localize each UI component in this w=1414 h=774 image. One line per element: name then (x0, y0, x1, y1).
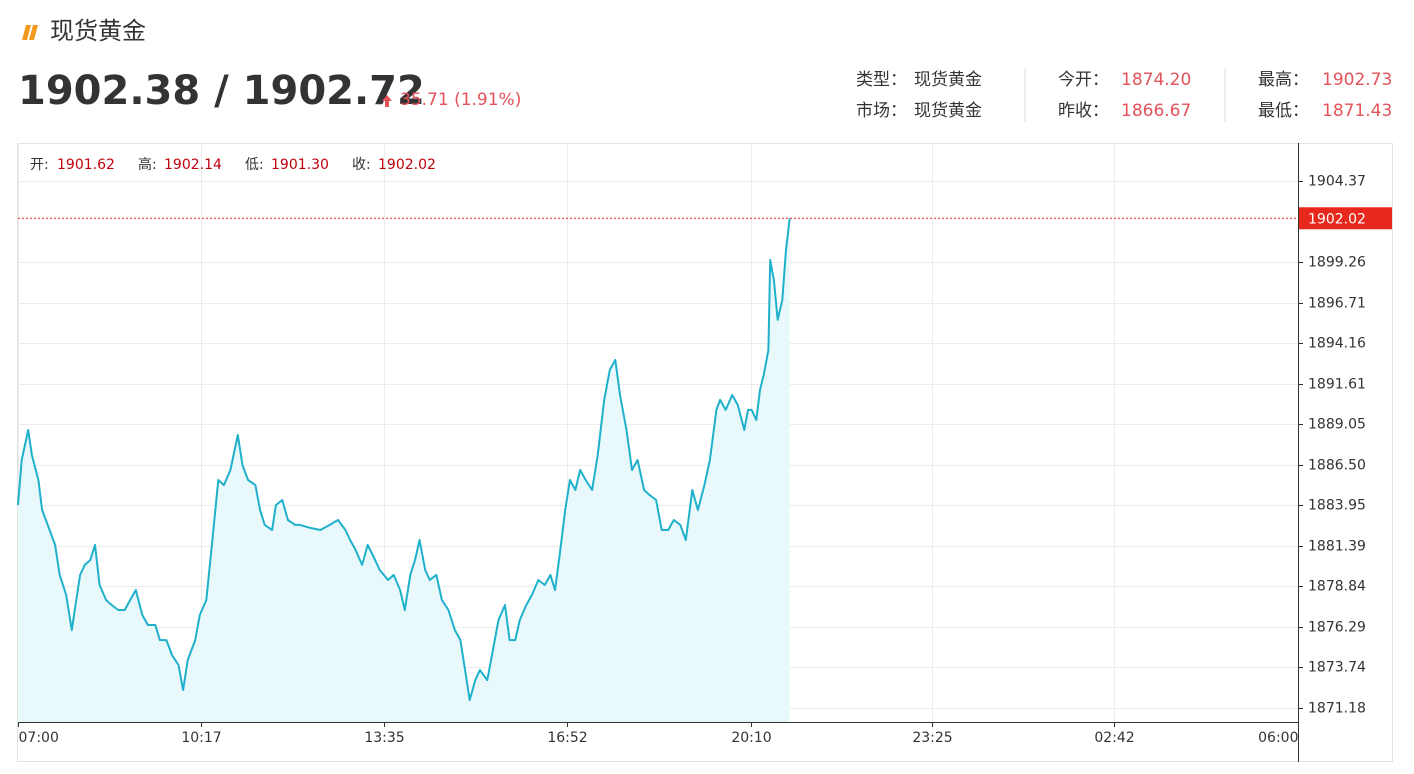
change: 35.71 (1.91%) (400, 90, 521, 110)
area (18, 218, 790, 723)
x-tick-label: 10:17 (181, 730, 221, 746)
info-value: 1874.20 (1121, 70, 1191, 90)
y-tick-label: 1899.26 (1308, 255, 1366, 271)
info-value: 1866.67 (1121, 101, 1191, 121)
y-tick-label: 1871.18 (1308, 701, 1366, 717)
y-tick-label: 1876.29 (1308, 620, 1366, 636)
y-tick-label: 1886.50 (1308, 458, 1366, 474)
ohlc-value: 1901.62 (57, 157, 115, 173)
x-tick-label: 07:00 (19, 730, 59, 746)
ohlc-label: 低: (245, 157, 264, 173)
x-tick-label: 02:42 (1094, 730, 1134, 746)
page-title: 现货黄金 (50, 17, 146, 45)
chart-frame (17, 143, 1393, 762)
ohlc-value: 1902.02 (378, 157, 436, 173)
x-tick-label: 06:00 (1258, 730, 1298, 746)
y-tick-label: 1878.84 (1308, 579, 1366, 595)
ohlc-label: 高: (138, 156, 157, 173)
info-value: 1902.73 (1322, 70, 1392, 90)
up-arrow (382, 95, 392, 107)
y-tick-label: 1873.74 (1308, 660, 1366, 676)
y-tick-label: 1904.37 (1308, 174, 1366, 190)
last-price-label: 1902.02 (1308, 211, 1366, 227)
info-label: 类型： (856, 70, 907, 90)
x-tick-label: 20:10 (731, 730, 771, 746)
price-line (17, 218, 791, 702)
y-tick-label: 1896.71 (1308, 296, 1366, 312)
info-label: 昨收： (1058, 101, 1109, 121)
ohlc-label: 开: (30, 157, 49, 173)
info-label: 市场： (856, 101, 907, 121)
ohlc-label: 收: (352, 157, 371, 173)
ohlc-value: 1902.14 (164, 157, 222, 173)
y-tick-label: 1881.39 (1308, 539, 1366, 555)
last-price-box (1299, 207, 1392, 230)
info-label: 最低： (1258, 101, 1309, 121)
title-icon (22, 25, 38, 40)
price: 1902.38 / 1902.72 (18, 68, 425, 114)
x-tick-label: 16:52 (547, 730, 587, 746)
y-tick-label: 1883.95 (1308, 498, 1366, 514)
info-label: 最高： (1258, 70, 1309, 90)
y-tick-label: 1889.05 (1308, 417, 1366, 433)
info-value: 现货黄金 (914, 101, 982, 121)
info-label: 今开： (1058, 70, 1109, 90)
plot: 1871.18 1873.74 1876.29 1878.84 1881.39 1883.… (17, 143, 1392, 762)
y-tick-label: 1891.61 (1308, 377, 1366, 393)
info-value: 1871.43 (1322, 101, 1392, 121)
y-tick-label: 1894.16 (1308, 336, 1366, 352)
info-value: 现货黄金 (914, 70, 982, 90)
x-tick-label: 13:35 (364, 730, 404, 746)
x-tick-label: 23:25 (912, 730, 952, 746)
ohlc-value: 1901.30 (271, 157, 329, 173)
